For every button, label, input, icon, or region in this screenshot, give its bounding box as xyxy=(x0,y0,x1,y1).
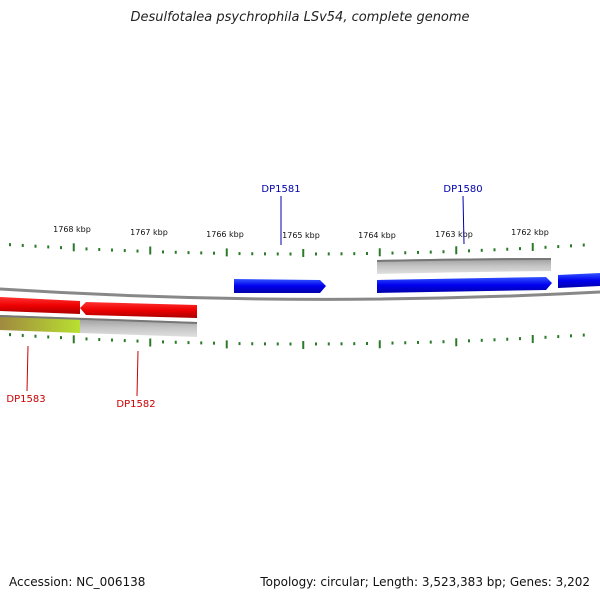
tick-label-1763: 1763 kbp xyxy=(435,230,473,239)
gene-arrow-next[interactable] xyxy=(558,273,600,288)
accession-label: Accession: NC_006138 xyxy=(9,575,146,589)
leader-line-dp1582 xyxy=(136,350,139,397)
leader-line-dp1583 xyxy=(26,345,29,392)
feature-band-top xyxy=(377,258,551,274)
gene-arrow-dp1583[interactable] xyxy=(0,297,80,314)
genome-stats-label: Topology: circular; Length: 3,523,383 bp… xyxy=(260,575,590,589)
leader-line-dp1580 xyxy=(462,195,465,245)
feature-band-lower-colored xyxy=(0,315,80,333)
gene-label-dp1581[interactable]: DP1581 xyxy=(261,184,300,195)
scale-labels: 1768 kbp 1767 kbp 1766 kbp 1765 kbp 1764… xyxy=(53,225,549,240)
feature-band-top-edge xyxy=(376,258,552,262)
tick-label-1764: 1764 kbp xyxy=(358,231,396,240)
gene-label-dp1580[interactable]: DP1580 xyxy=(443,184,482,195)
genome-backbone xyxy=(0,287,600,301)
upper-scale-ticks xyxy=(9,242,585,257)
gene-label-dp1583[interactable]: DP1583 xyxy=(6,394,45,405)
tick-label-1765: 1765 kbp xyxy=(282,231,320,240)
gene-arrow-dp1582[interactable] xyxy=(80,302,197,318)
tick-label-1768: 1768 kbp xyxy=(53,225,91,234)
tick-label-1766: 1766 kbp xyxy=(206,230,244,239)
feature-band-lower-edge xyxy=(0,315,198,324)
tick-label-1762: 1762 kbp xyxy=(511,228,549,237)
map-title: Desulfotalea psychrophila LSv54, complet… xyxy=(130,10,470,25)
gene-arrow-dp1581[interactable] xyxy=(234,279,326,293)
gene-label-dp1582[interactable]: DP1582 xyxy=(116,399,155,410)
gene-arrow-dp1580[interactable] xyxy=(377,277,552,293)
lower-scale-ticks xyxy=(9,333,585,349)
tick-label-1767: 1767 kbp xyxy=(130,228,168,237)
